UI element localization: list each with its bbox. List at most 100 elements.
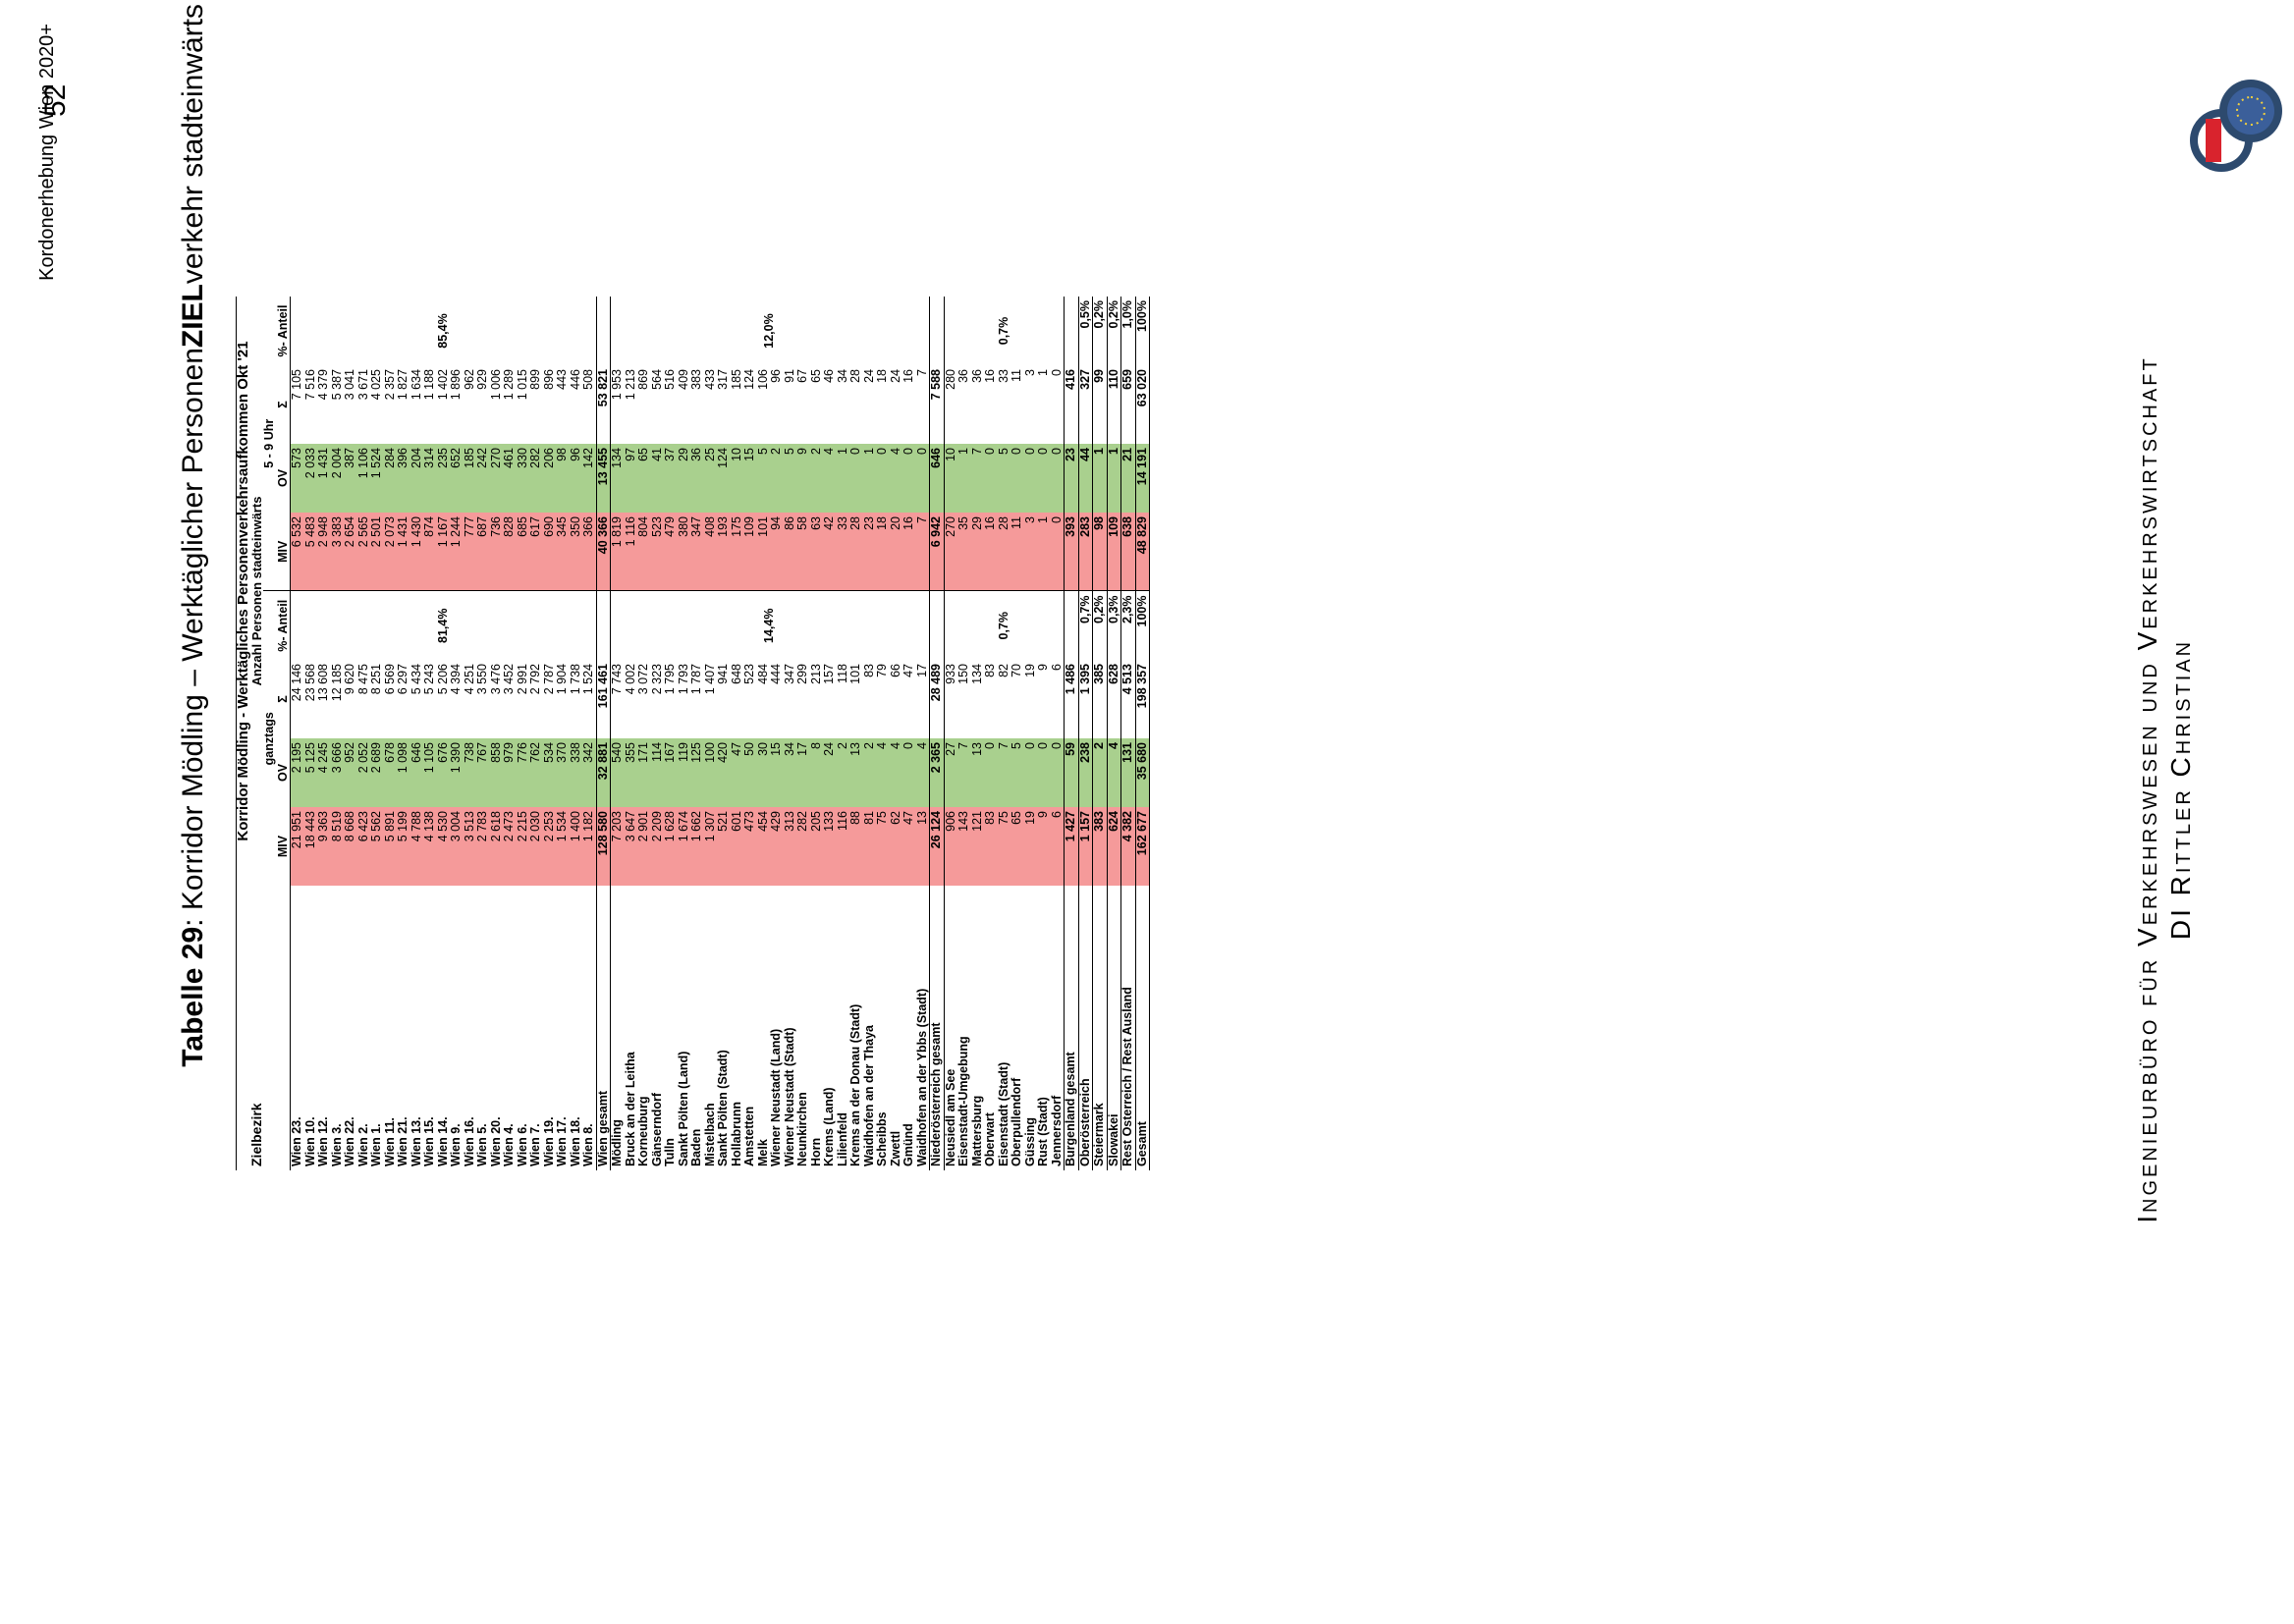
row-name: Niederösterreich gesamt	[929, 886, 944, 1170]
ov-morning: 1 431	[317, 444, 331, 513]
ov-morning: 284	[383, 444, 397, 513]
sum-ganztags: 47	[902, 664, 915, 677]
row-name: Wien 17.	[556, 1116, 569, 1166]
sum-morning: 416	[1064, 365, 1078, 444]
sum-ganztags: 3 072	[637, 664, 650, 695]
table-row: Scheibbs 75 4 79 18 0 18	[876, 297, 890, 1170]
table-row: Niederösterreich gesamt 26 124 2 365 28 489…	[929, 297, 944, 1170]
ov-ganztags: 59	[1064, 738, 1078, 807]
ov-ganztags: 167	[664, 738, 678, 807]
table-row: Oberwart 83 0 83 16 0 16	[984, 297, 998, 1170]
miv-morning: 270	[944, 513, 957, 591]
sum-ganztags: 1 795	[664, 664, 677, 695]
row-name: Wiener Neustadt (Land)	[770, 1028, 783, 1166]
pct-morning-block: 12,0%	[610, 297, 930, 365]
ov-ganztags: 678	[383, 738, 397, 807]
sum-morning: 3	[1023, 369, 1037, 376]
miv-morning: 393	[1064, 513, 1078, 591]
table-row: Wien 1. 5 562 2 689 8 251 2 501 1 524 4 025	[370, 297, 384, 1170]
ov-ganztags: 0	[902, 738, 916, 807]
ov-morning: 2	[809, 444, 823, 513]
page-number: 52	[39, 83, 72, 117]
miv-ganztags: 9	[1037, 807, 1051, 886]
row-name: Zwettl	[889, 1130, 902, 1166]
sum-ganztags: 1 738	[569, 664, 582, 695]
row-name: Wien 14.	[436, 1116, 450, 1166]
miv-ganztags: 121	[970, 807, 984, 886]
sum-ganztags: 6	[1050, 664, 1064, 671]
sum-ganztags: 1 486	[1064, 660, 1078, 738]
sum-ganztags: 1 524	[582, 664, 595, 695]
miv-ganztags: 454	[756, 807, 770, 886]
ov-ganztags: 119	[677, 738, 690, 807]
miv-morning: 828	[503, 513, 517, 591]
sum-morning: 317	[717, 369, 730, 390]
row-name: Gesamt	[1135, 886, 1150, 1170]
ov-morning: 23	[1064, 444, 1078, 513]
ov-morning: 1	[1107, 444, 1121, 513]
pct-morning: 0,2%	[1092, 297, 1107, 365]
row-name: Oberwart	[984, 1112, 997, 1166]
sum-ganztags: 19	[1023, 664, 1037, 677]
ov-ganztags: 125	[690, 738, 704, 807]
sum-morning: 1	[1037, 369, 1050, 376]
ov-morning: 4	[889, 444, 902, 513]
table-row: Wien 5. 2 783 767 3 550 687 242 929	[476, 297, 490, 1170]
sum-ganztags: 1 787	[690, 664, 703, 695]
ov-morning: 282	[529, 444, 543, 513]
sum-ganztags: 9	[1037, 664, 1050, 671]
sum-morning: 124	[743, 369, 756, 390]
miv-morning: 98	[1092, 513, 1107, 591]
miv-ganztags: 3 647	[624, 807, 637, 886]
ov-morning: 37	[664, 444, 678, 513]
ov-ganztags: 4	[889, 738, 902, 807]
sum-morning: 1 634	[410, 369, 423, 401]
miv-ganztags: 1 182	[582, 807, 596, 886]
sum-ganztags: 7 743	[610, 660, 625, 738]
miv-ganztags: 4 530	[436, 807, 450, 886]
sum-morning: 7	[915, 369, 929, 376]
sum-ganztags: 484	[756, 664, 770, 684]
ov-morning: 2	[770, 444, 784, 513]
miv-ganztags: 473	[743, 807, 757, 886]
ov-ganztags: 762	[529, 738, 543, 807]
sum-morning: 433	[703, 369, 717, 390]
ov-morning: 270	[489, 444, 503, 513]
miv-morning: 1	[1037, 513, 1051, 591]
miv-morning: 28	[849, 513, 863, 591]
ov-ganztags: 47	[730, 738, 743, 807]
ov-morning: 646	[929, 444, 944, 513]
ov-morning: 5	[783, 444, 796, 513]
row-name: Wien 18.	[569, 1116, 582, 1166]
sum-morning: 24	[862, 369, 876, 383]
sum-morning: 36	[957, 369, 970, 383]
row-name: Rest Österreich / Rest Ausland	[1120, 886, 1135, 1170]
table-row: Neunkirchen 282 17 299 58 9 67	[796, 297, 810, 1170]
ov-ganztags: 13	[970, 738, 984, 807]
ov-ganztags: 370	[556, 738, 570, 807]
sum-morning: 16	[984, 369, 997, 383]
miv-ganztags: 2 209	[650, 807, 664, 886]
miv-morning: 685	[516, 513, 529, 591]
sum-morning: 16	[902, 369, 915, 383]
miv-ganztags: 1 674	[677, 807, 690, 886]
miv-ganztags: 5 199	[397, 807, 410, 886]
table-row: Güssing 19 0 19 3 0 3	[1023, 297, 1037, 1170]
table-row: Mödling 7 203 540 7 743 14,4% 1 819 134 1 953 12…	[610, 297, 930, 1170]
miv-morning: 16	[984, 513, 998, 591]
ov-morning: 0	[1023, 444, 1037, 513]
ov-morning: 461	[503, 444, 517, 513]
miv-morning: 617	[529, 513, 543, 591]
company-line-2: DI Rittler Christian	[2165, 638, 2196, 941]
row-name: Lilienfeld	[836, 1112, 849, 1166]
miv-ganztags: 2 215	[516, 807, 529, 886]
miv-ganztags: 116	[836, 807, 849, 886]
table-row: Amstetten 473 50 523 109 15 124	[743, 297, 757, 1170]
sum-ganztags: 79	[876, 664, 889, 677]
row-name: Gmünd	[902, 1123, 915, 1166]
row-name: Wien 19.	[542, 1116, 556, 1166]
table-row: Wien 16. 3 513 738 4 251 777 185 962	[463, 297, 476, 1170]
miv-ganztags: 5 891	[383, 807, 397, 886]
sum-ganztags: 2 323	[650, 664, 664, 695]
